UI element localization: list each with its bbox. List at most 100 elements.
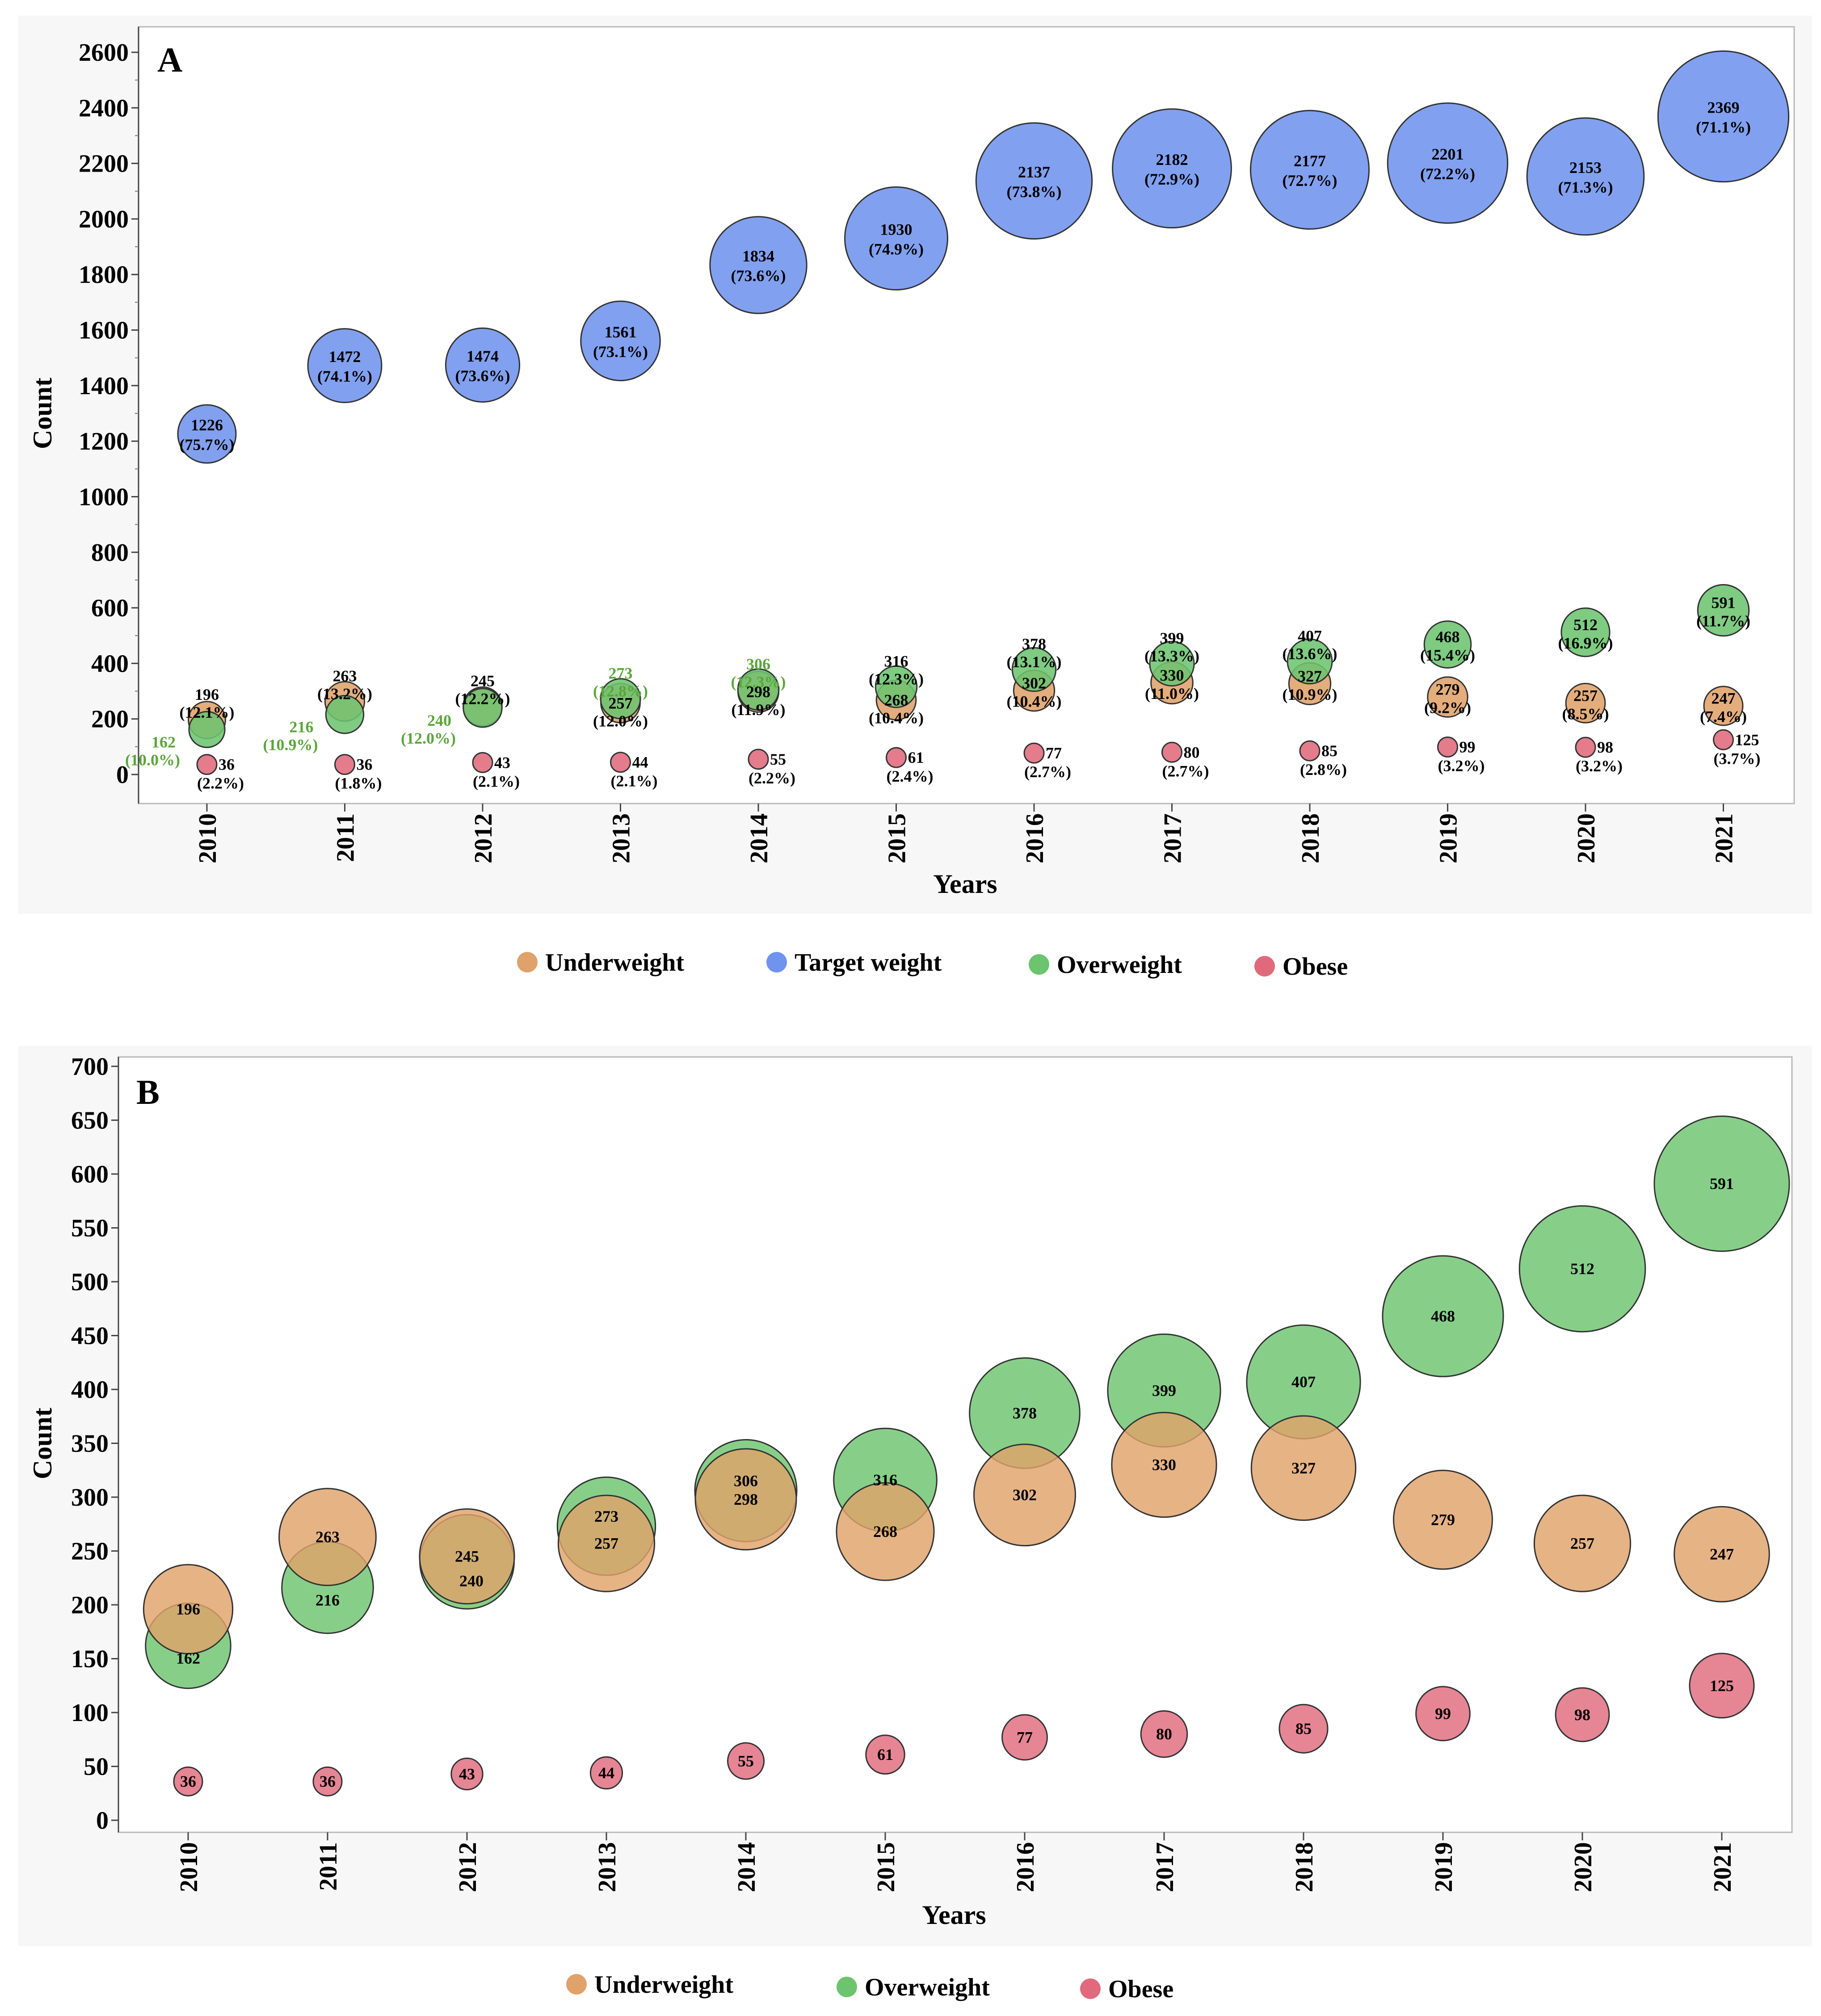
bubble-overweight-2013[interactable] [600,678,641,720]
bubble-underweight-2021[interactable] [1674,1506,1770,1603]
legend-b-obese-swatch [1080,1978,1101,1999]
bubble-overweight-2014[interactable] [737,668,780,711]
bubble-overweight-2021[interactable] [1653,1115,1790,1252]
bubble-overweight-2018[interactable] [1287,638,1333,685]
x-tick-label-2019: 2019 [1435,813,1463,863]
legend-b-underweight[interactable]: Underweight [566,1971,733,1999]
bubble-obese-2018[interactable] [1278,1704,1329,1754]
bubble-underweight-2014[interactable] [694,1448,797,1551]
label-underweight-pct-2011: (13.2%) [317,685,372,703]
x-tick-label-2015: 2015 [883,813,911,863]
bubble-obese-2015[interactable] [886,747,907,768]
y-tick-label: 2600 [79,39,129,67]
legend-a-underweight-label: Underweight [545,949,684,976]
bubble-obese-2020[interactable] [1555,1687,1610,1742]
bubble-obese-2014[interactable] [748,749,769,770]
bubble-underweight-2017[interactable] [1111,1412,1217,1518]
bubble-obese-2011[interactable] [334,754,355,775]
bubble-underweight-2019[interactable] [1393,1469,1493,1570]
bubble-target-2013[interactable] [580,300,661,382]
bubble-obese-2017[interactable] [1140,1710,1188,1758]
legend-a-underweight[interactable]: Underweight [517,949,684,976]
bubble-overweight-2020[interactable] [1560,607,1611,657]
x-tick-label-2015: 2015 [872,1842,900,1892]
legend-a-overweight[interactable]: Overweight [1029,951,1182,979]
bubble-target-2016[interactable] [975,122,1093,240]
label-overweight-2013: 273 [609,664,633,682]
label-underweight-2013: 257 [609,694,633,712]
bubble-target-2011[interactable] [307,328,383,404]
y-tick-label: 200 [91,706,129,733]
legend-b-overweight[interactable]: Overweight [837,1974,990,2001]
bubble-target-2020[interactable] [1526,117,1645,236]
bubble-overweight-2017[interactable] [1149,640,1195,687]
bubble-overweight-2012[interactable] [463,688,503,728]
legend-a-target-weight[interactable]: Target weight [766,949,942,976]
bubble-underweight-2013[interactable] [557,1494,656,1592]
bubble-underweight-2010[interactable] [143,1564,234,1654]
bubble-obese-2020[interactable] [1575,737,1596,758]
bubble-target-2012[interactable] [445,327,521,403]
bubble-underweight-2012[interactable] [419,1508,515,1605]
bubble-underweight-2016[interactable] [973,1444,1076,1547]
panel-a-y-axis-title: Count [28,378,57,449]
bubble-overweight-2021[interactable] [1697,584,1750,637]
y-tick-label: 250 [71,1538,109,1566]
bubble-target-2015[interactable] [844,186,948,290]
label-overweight-2020: 512 [1570,1260,1594,1278]
bubble-target-2019[interactable] [1387,102,1509,224]
bubble-target-2021[interactable] [1657,50,1790,183]
bubble-obese-2013[interactable] [610,752,631,773]
bubble-overweight-2016[interactable] [1011,647,1057,692]
bubble-underweight-2019[interactable] [1427,676,1468,718]
bubble-obese-2019[interactable] [1437,736,1458,758]
label-target-pct-2018: (72.7%) [1283,172,1337,189]
bubble-overweight-2015[interactable] [875,665,918,708]
bubble-target-2010[interactable] [177,404,237,464]
label-obese-2016: 77 [1017,1728,1033,1746]
bubble-obese-2018[interactable] [1299,740,1321,762]
bubble-overweight-2010[interactable] [188,711,226,748]
label-obese-pct-2010: (2.2%) [197,774,244,792]
bubble-obese-2016[interactable] [1023,742,1045,764]
bubble-target-2014[interactable] [709,216,807,314]
label-underweight-2014: 298 [734,1490,758,1508]
bubble-overweight-2011[interactable] [325,695,365,734]
label-target-pct-2019: (72.2%) [1420,165,1475,183]
bubble-overweight-2019[interactable] [1423,620,1472,669]
bubble-obese-2014[interactable] [727,1742,765,1780]
label-obese-2020: 98 [1597,738,1613,756]
bubble-target-2018[interactable] [1249,109,1370,230]
bubble-obese-2012[interactable] [450,1757,484,1791]
bubble-obese-2021[interactable] [1713,729,1734,750]
bubble-underweight-2018[interactable] [1250,1415,1357,1521]
bubble-overweight-2019[interactable] [1382,1255,1504,1377]
bubble-obese-2017[interactable] [1161,741,1182,763]
bubble-obese-2013[interactable] [589,1756,623,1790]
bubble-obese-2019[interactable] [1415,1686,1471,1742]
legend-a-obese-swatch [1254,956,1275,976]
bubble-obese-2011[interactable] [312,1766,343,1797]
bubble-obese-2015[interactable] [865,1734,905,1775]
label-underweight-2014: 298 [746,683,770,701]
bubble-obese-2016[interactable] [1001,1714,1048,1761]
bubble-underweight-2021[interactable] [1703,686,1744,726]
bubble-underweight-2020[interactable] [1533,1494,1632,1592]
bubble-target-2017[interactable] [1112,108,1232,229]
label-underweight-2021: 247 [1710,1545,1734,1563]
bubble-obese-2021[interactable] [1689,1653,1755,1719]
label-obese-pct-2016: (2.7%) [1024,763,1071,781]
bubble-underweight-2011[interactable] [278,1488,377,1587]
bubble-obese-2010[interactable] [173,1766,203,1797]
x-tick-label-2014: 2014 [733,1842,761,1892]
bubble-underweight-2020[interactable] [1565,682,1606,724]
label-overweight-pct-2018: (13.6%) [1283,645,1337,663]
x-tick-label-2011: 2011 [332,813,360,862]
bubble-underweight-2015[interactable] [836,1482,935,1581]
bubble-obese-2010[interactable] [196,754,218,775]
bubble-overweight-2020[interactable] [1518,1205,1646,1333]
y-tick-label: 550 [71,1215,109,1242]
legend-a-obese[interactable]: Obese [1254,953,1348,981]
legend-b-obese[interactable]: Obese [1080,1975,1173,2003]
bubble-obese-2012[interactable] [472,752,493,773]
